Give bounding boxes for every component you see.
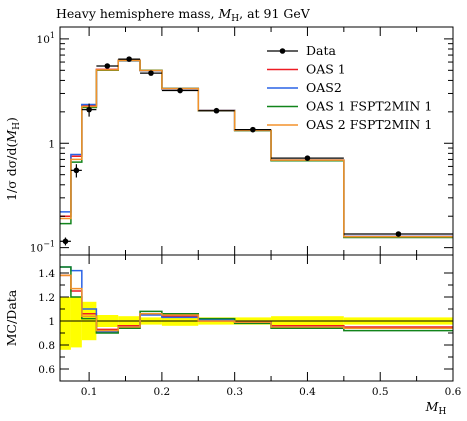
data-point [73, 167, 80, 174]
chart-title: Heavy hemisphere mass, MH, at 91 GeV [56, 6, 311, 24]
ratio-panel: 0.60.811.21.40.1 0.2 0.3 0.4 0.5 0.6 MC/Data … [4, 254, 462, 417]
legend-entry: OAS2 [267, 80, 342, 95]
mc-line-3 [60, 59, 453, 238]
main-plot-content [60, 56, 453, 246]
mc-line-2 [60, 59, 453, 239]
y-tick-base: 10 [30, 243, 43, 255]
x-tick-label: 0.1 [81, 386, 98, 398]
legend-entry: OAS 1 [267, 62, 346, 77]
x-tick-label: 0.4 [299, 386, 316, 398]
data-point [126, 56, 132, 62]
legend-entry: OAS 2 FSPT2MIN 1 [267, 117, 432, 132]
main-ylabel-suffix: ) [4, 117, 19, 122]
y-tick-exp: 1 [50, 31, 55, 40]
legend-label: OAS2 [306, 80, 342, 95]
ratio-y-tick-label: 0.6 [38, 364, 55, 376]
legend-marker [279, 48, 286, 54]
band-segment [60, 297, 71, 350]
y-tick-base: 10 [37, 34, 50, 46]
y-tick-label: 101 [37, 31, 55, 46]
ratio-panel-frame [59, 254, 454, 382]
data-point [148, 70, 154, 76]
ratio-y-tick-label: 1 [48, 316, 55, 328]
x-tick-label: 0.3 [226, 386, 243, 398]
legend: Data OAS 1 OAS2 OAS 1 FSPT2MIN 1 OAS 2 FSPT2… [267, 43, 432, 132]
y-tick-label: 1 [48, 138, 55, 150]
y-tick-exp: −1 [43, 240, 55, 249]
legend-label: OAS 2 FSPT2MIN 1 [306, 117, 432, 132]
ratio-y-tick-label: 1.2 [38, 292, 55, 304]
x-axis-label-symbol: M [425, 399, 440, 414]
main-ylabel: 1/σ dσ/d(MH) [4, 117, 22, 201]
ratio-y-tick-label: 0.8 [38, 340, 55, 352]
x-tick-label: 0.2 [154, 386, 171, 398]
legend-entry: OAS 1 FSPT2MIN 1 [267, 99, 432, 114]
data-point [177, 87, 183, 94]
data-point [86, 106, 92, 113]
legend-entry: Data [267, 43, 336, 58]
main-ylabel-prefix: 1/σ dσ/d( [4, 143, 19, 201]
data-point [104, 63, 111, 69]
main-ylabel-symbol: M [4, 129, 19, 144]
legend-label: Data [306, 43, 336, 58]
data-point [395, 231, 402, 237]
chart-title-symbol: M [217, 6, 232, 21]
legend-label: OAS 1 [306, 62, 346, 77]
legend-label: OAS 1 FSPT2MIN 1 [306, 99, 432, 114]
y-tick-label: 10−1 [30, 240, 55, 255]
ratio-ylabel: MC/Data [4, 289, 19, 346]
ratio-plot-content [60, 266, 453, 350]
x-axis-label-sub: H [438, 407, 446, 417]
chart-title-sub: H [231, 14, 239, 24]
data-point [213, 107, 220, 114]
ratio-y-tick-label: 1.4 [38, 268, 55, 280]
chart-title-prefix: Heavy hemisphere mass, [56, 6, 218, 21]
x-tick-label: 0.6 [445, 386, 462, 398]
data-points [60, 56, 453, 246]
ratio-line-3 [60, 274, 453, 332]
ratio-ticks: 0.6 0.8 1 1.2 1.4 0.1 0.2 0.3 0.4 0.5 0.6 [38, 255, 462, 398]
x-axis-label: MH [425, 399, 447, 417]
data-point [62, 238, 69, 245]
main-ylabel-sub: H [12, 122, 22, 130]
chart-title-suffix: , at 91 GeV [239, 6, 311, 21]
mc-line-0 [60, 59, 453, 238]
data-point [304, 155, 311, 161]
band-segment [70, 297, 82, 348]
data-point [250, 126, 256, 133]
mc-line-1 [60, 60, 453, 238]
x-tick-label: 0.5 [372, 386, 389, 398]
